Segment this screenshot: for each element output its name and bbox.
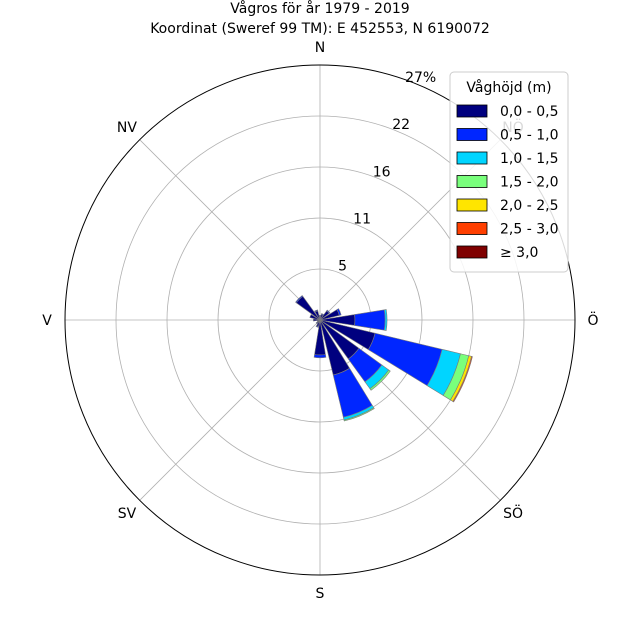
radial-tick-label: 22 xyxy=(392,117,410,133)
radial-tick-label: 16 xyxy=(373,164,391,180)
direction-label: V xyxy=(42,313,52,329)
bar-segment-NNÖ-1 xyxy=(320,313,324,316)
direction-label: NV xyxy=(117,120,137,136)
legend-swatch xyxy=(456,128,488,141)
polar-grid xyxy=(65,65,575,575)
bar-segment-NV-0 xyxy=(295,295,321,321)
legend-swatch xyxy=(456,222,488,235)
direction-label: N xyxy=(315,40,325,56)
legend-box xyxy=(449,71,569,273)
bar-segment-NNV-1 xyxy=(314,309,319,313)
grid-spoke xyxy=(139,319,321,501)
legend-label: ≥ 3,0 xyxy=(500,245,538,261)
direction-label: Ö xyxy=(587,311,598,329)
grid-spoke xyxy=(139,139,321,321)
radial-tick-labels: 5 11 16 22 27% xyxy=(338,70,436,274)
bar-segment-Ö-1 xyxy=(354,309,386,331)
direction-label: S xyxy=(316,586,325,602)
radial-tick-label: 5 xyxy=(338,258,347,274)
legend-title: Våghöjd (m) xyxy=(466,79,551,96)
bar-segment-ÖNÖ-1 xyxy=(336,308,342,316)
legend-label: 0,0 - 0,5 xyxy=(500,104,558,120)
legend-swatch xyxy=(456,175,488,188)
bar-segment-NV-1 xyxy=(295,295,304,304)
legend-swatch xyxy=(456,245,488,259)
bar-segment-NÖ-1 xyxy=(326,309,331,314)
bar-segment-ÖSÖ-5 xyxy=(452,356,473,403)
legend-label: 1,5 - 2,0 xyxy=(500,175,558,191)
legend-label: 2,0 - 2,5 xyxy=(500,198,558,214)
bar-segment-N-1 xyxy=(318,314,322,317)
bar-segment-S-1 xyxy=(313,354,327,359)
direction-label: SV xyxy=(118,506,137,522)
bar-segment-SV-1 xyxy=(315,321,319,325)
bar-segment-SSÖ-3 xyxy=(343,407,375,422)
bar-segment-V-0 xyxy=(313,318,321,322)
legend-label: 1,0 - 1,5 xyxy=(500,151,558,167)
bar-segment-SÖ-3 xyxy=(369,369,391,391)
bar-segment-SSV-1 xyxy=(315,325,319,328)
legend-label: 2,5 - 3,0 xyxy=(500,222,558,238)
chart-subtitle: Koordinat (Sweref 99 TM): E 452553, N 61… xyxy=(150,21,490,37)
bar-segment-Ö-2 xyxy=(384,309,388,331)
direction-label: SÖ xyxy=(503,504,523,522)
radial-tick-label: 27% xyxy=(405,70,436,86)
polar-frame xyxy=(64,64,576,576)
legend-swatch xyxy=(456,198,488,212)
chart-title: Vågros för år 1979 - 2019 xyxy=(230,0,409,17)
legend-swatch xyxy=(456,151,488,165)
legend-swatch xyxy=(456,104,488,118)
radial-tick-label: 11 xyxy=(353,211,371,227)
bar-segment-VNV-0 xyxy=(309,314,321,321)
legend: Våghöjd (m) 0,0 - 0,5 0,5 - 1,0 1,0 - 1,5 1,… xyxy=(449,71,569,273)
rose-bars xyxy=(64,64,576,576)
legend-label: 0,5 - 1,0 xyxy=(500,128,558,144)
